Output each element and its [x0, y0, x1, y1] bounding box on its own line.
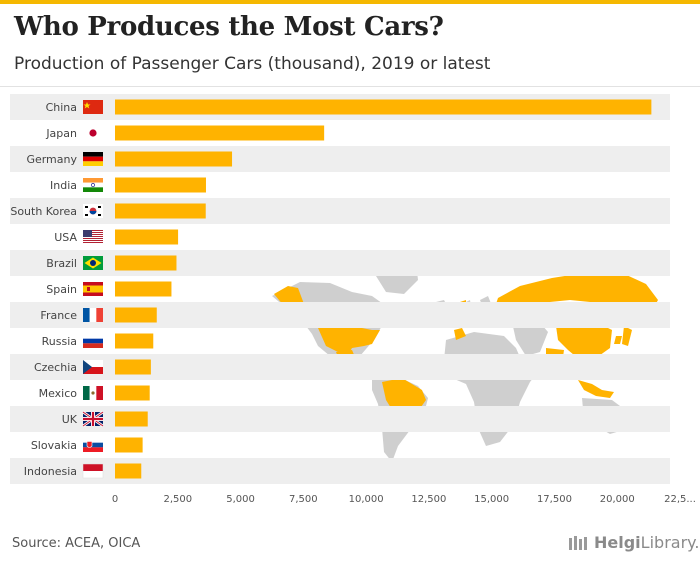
accent-bar — [0, 0, 700, 4]
x-tick-label: 12,500 — [411, 494, 446, 505]
flag-id-icon — [82, 463, 104, 479]
category-label: Mexico — [39, 387, 78, 400]
category-label: India — [50, 179, 77, 192]
row-band — [10, 406, 670, 432]
library-building-icon — [569, 535, 587, 550]
brand-bold-text: Helgi — [594, 533, 641, 552]
helgi-library-logo[interactable]: HelgiLibrary. — [568, 533, 699, 552]
category-label: Spain — [46, 283, 77, 296]
bar-india[interactable] — [115, 177, 206, 193]
source-note: Source: ACEA, OICA — [12, 536, 141, 551]
flag-ru-icon — [83, 334, 103, 348]
row-band — [10, 198, 670, 224]
flag-kr-icon — [83, 204, 103, 218]
bar-spain[interactable] — [115, 281, 172, 297]
bar-slovakia[interactable] — [115, 437, 143, 453]
category-label: Slovakia — [31, 439, 77, 452]
category-label: China — [46, 101, 77, 114]
x-tick-label: 10,000 — [349, 494, 384, 505]
flag-br-icon — [83, 256, 103, 270]
x-tick-label: 15,000 — [474, 494, 509, 505]
x-tick-label: 22,5... — [664, 494, 696, 505]
category-label: Japan — [45, 127, 77, 140]
bar-south-korea[interactable] — [115, 203, 206, 219]
x-tick-label: 7,500 — [289, 494, 318, 505]
bar-chart: China Japan Germany India South Korea USA Braz… — [10, 94, 696, 505]
flag-fr-icon — [83, 308, 103, 322]
header-divider — [0, 86, 700, 87]
flag-us-icon — [83, 230, 103, 244]
bar-uk[interactable] — [115, 411, 148, 427]
bar-france[interactable] — [115, 307, 157, 323]
bar-indonesia[interactable] — [115, 463, 142, 479]
bar-mexico[interactable] — [115, 385, 150, 401]
bar-brazil[interactable] — [115, 255, 177, 271]
category-label: USA — [54, 231, 77, 244]
category-label: South Korea — [10, 205, 77, 218]
category-label: Brazil — [46, 257, 77, 270]
x-tick-label: 20,000 — [600, 494, 635, 505]
flag-cn-icon — [83, 100, 103, 114]
bar-china[interactable] — [115, 99, 652, 115]
bar-usa[interactable] — [115, 229, 179, 245]
category-label: Russia — [42, 335, 77, 348]
bar-japan[interactable] — [115, 125, 325, 141]
bar-czechia[interactable] — [115, 359, 151, 375]
flag-jp-icon — [83, 126, 103, 140]
x-tick-label: 17,500 — [537, 494, 572, 505]
category-label: France — [40, 309, 77, 322]
chart-subtitle: Production of Passenger Cars (thousand),… — [14, 54, 491, 74]
category-label: UK — [62, 413, 78, 426]
flag-gb-icon — [82, 410, 104, 428]
x-tick-label: 5,000 — [226, 494, 255, 505]
x-tick-label: 2,500 — [163, 494, 192, 505]
row-band — [10, 146, 670, 172]
flag-es-icon — [83, 282, 103, 296]
bar-germany[interactable] — [115, 151, 233, 167]
flag-sk-icon — [83, 438, 103, 452]
row-band — [10, 302, 670, 328]
category-label: Czechia — [34, 361, 77, 374]
category-label: Germany — [26, 153, 77, 166]
row-band — [10, 458, 670, 484]
row-band — [10, 354, 670, 380]
flag-in-icon — [83, 178, 103, 192]
bar-russia[interactable] — [115, 333, 154, 349]
flag-cz-icon — [83, 360, 103, 374]
flag-mx-icon — [83, 386, 103, 400]
flag-de-icon — [83, 152, 103, 166]
category-label: Indonesia — [24, 465, 77, 478]
x-tick-label: 0 — [112, 494, 118, 505]
row-band — [10, 250, 670, 276]
chart-title: Who Produces the Most Cars? — [14, 12, 444, 42]
brand-light-text: Library. — [640, 533, 700, 552]
